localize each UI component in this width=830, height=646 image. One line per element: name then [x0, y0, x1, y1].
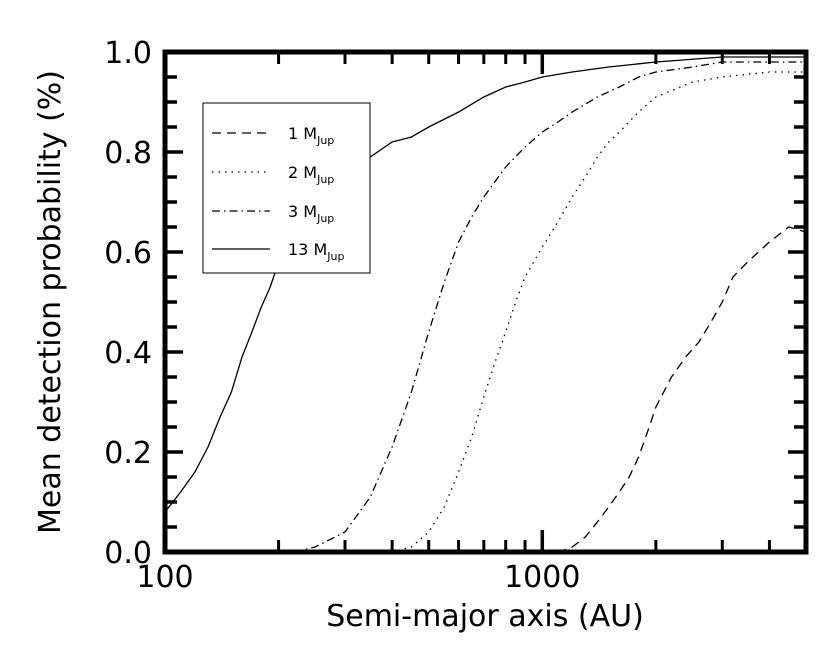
y-axis-title: Mean detection probability (%): [33, 70, 68, 534]
y-tick-label: 1.0: [104, 36, 152, 71]
legend-label-4: 13 MJup: [288, 240, 344, 263]
y-tick-label: 0.4: [104, 336, 152, 371]
y-tick-label: 0.2: [104, 436, 152, 471]
ticklabel-layer: 100 1000 0.0 0.2 0.4 0.6 0.8 1.0: [104, 36, 580, 595]
legend-box: [202, 102, 371, 274]
legend-entries: 1 MJup 2 MJup 3 MJup 13 MJup: [212, 124, 344, 263]
legend-label-2: 2 MJup: [288, 163, 334, 186]
series-line-2: [391, 71, 806, 553]
legend: 1 MJup 2 MJup 3 MJup 13 MJup: [202, 102, 371, 274]
x-axis-title: Semi-major axis (AU): [326, 599, 644, 634]
x-tick-label: 100: [136, 560, 193, 595]
series-line-1: [542, 226, 807, 553]
legend-label-3: 3 MJup: [288, 202, 334, 225]
y-tick-label: 0.0: [104, 536, 152, 571]
series-line-3: [294, 61, 806, 553]
y-tick-label: 0.8: [104, 136, 152, 171]
x-tick-label: 1000: [504, 560, 580, 595]
plot-frame: [162, 49, 809, 555]
legend-label-1: 1 MJup: [288, 124, 334, 147]
y-tick-label: 0.6: [104, 236, 152, 271]
